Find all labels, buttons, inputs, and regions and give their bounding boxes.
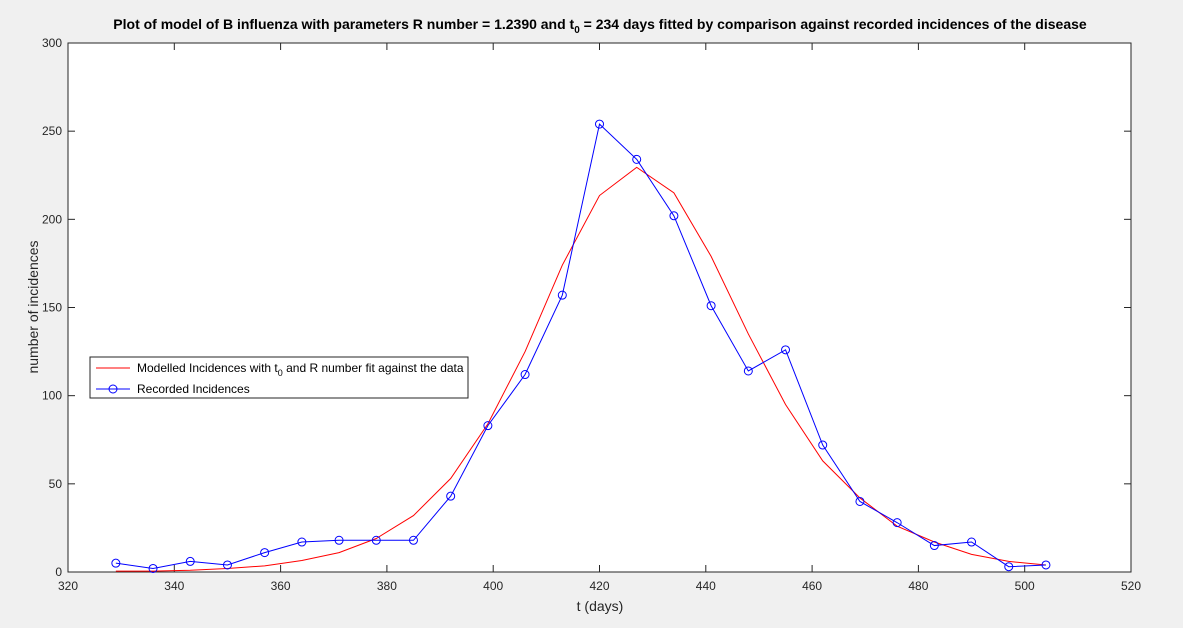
x-tick-label: 360 <box>271 579 291 593</box>
data-point-recorded <box>111 558 121 568</box>
axis-ticks: 320 340 360 380 400 420 440 460 480 500 520 0 50 100 1… <box>42 36 1141 593</box>
data-point-recorded <box>520 370 530 380</box>
data-point-recorded <box>818 440 828 450</box>
data-point-recorded <box>260 548 270 558</box>
data-point-recorded <box>446 491 456 501</box>
data-point-recorded <box>706 301 716 311</box>
y-tick-label: 250 <box>42 124 62 138</box>
data-point-recorded <box>929 541 939 551</box>
y-axis-label: number of incidences <box>25 240 41 373</box>
y-tick-label: 300 <box>42 36 62 50</box>
legend-marker-recorded <box>108 384 118 394</box>
y-tick-label: 50 <box>49 477 63 491</box>
y-tick-label: 100 <box>42 389 62 403</box>
series-line-recorded <box>115 123 1046 569</box>
chart-title: Plot of model of B influenza with parame… <box>113 16 1087 36</box>
data-point-recorded <box>892 518 902 528</box>
data-point-recorded <box>557 290 567 300</box>
data-point-recorded <box>669 211 679 221</box>
data-point-recorded <box>1004 562 1014 572</box>
legend-box <box>89 356 469 399</box>
x-tick-label: 460 <box>802 579 822 593</box>
legend-label-modelled-main: Modelled Incidences with t <box>137 361 278 375</box>
data-point-recorded <box>371 535 381 545</box>
data-point-recorded <box>222 560 232 570</box>
x-tick-label: 440 <box>696 579 716 593</box>
x-axis-label: t (days) <box>577 598 624 614</box>
data-point-recorded <box>781 345 791 355</box>
series-layer <box>111 119 1051 573</box>
x-tick-label: 400 <box>483 579 503 593</box>
x-tick-label: 520 <box>1121 579 1141 593</box>
x-tick-label: 480 <box>908 579 928 593</box>
data-point-recorded <box>595 119 604 129</box>
data-point-recorded <box>148 563 158 573</box>
data-point-recorded <box>408 535 418 545</box>
data-point-recorded <box>743 366 753 376</box>
data-point-recorded <box>855 496 865 506</box>
x-tick-label: 340 <box>164 579 184 593</box>
chart-title-subscript: 0 <box>574 25 580 36</box>
series-line-modelled <box>115 166 1047 572</box>
legend-label-modelled: Modelled Incidences with t0 and R number… <box>137 361 464 378</box>
chart-title-rest: = 234 days fitted by comparison against … <box>580 16 1087 32</box>
legend-label-recorded: Recorded Incidences <box>137 382 250 396</box>
data-point-recorded <box>967 537 977 547</box>
data-point-recorded <box>185 556 195 566</box>
y-tick-label: 150 <box>42 301 62 315</box>
x-tick-label: 500 <box>1015 579 1035 593</box>
legend: Modelled Incidences with t0 and R number… <box>89 356 469 399</box>
y-tick-label: 200 <box>42 212 62 226</box>
data-point-recorded <box>483 421 493 431</box>
legend-label-modelled-rest: and R number fit against the data <box>283 361 464 375</box>
data-point-recorded <box>1041 560 1051 570</box>
data-point-recorded <box>334 535 344 545</box>
legend-label-modelled-subscript: 0 <box>278 368 283 378</box>
plot-area <box>67 42 1132 573</box>
data-point-recorded <box>632 154 642 164</box>
chart-title-main: Plot of model of B influenza with parame… <box>113 16 574 32</box>
x-tick-label: 320 <box>58 579 78 593</box>
x-tick-label: 420 <box>589 579 609 593</box>
y-tick-label: 0 <box>55 565 62 579</box>
x-tick-label: 380 <box>377 579 397 593</box>
data-point-recorded <box>297 537 307 547</box>
